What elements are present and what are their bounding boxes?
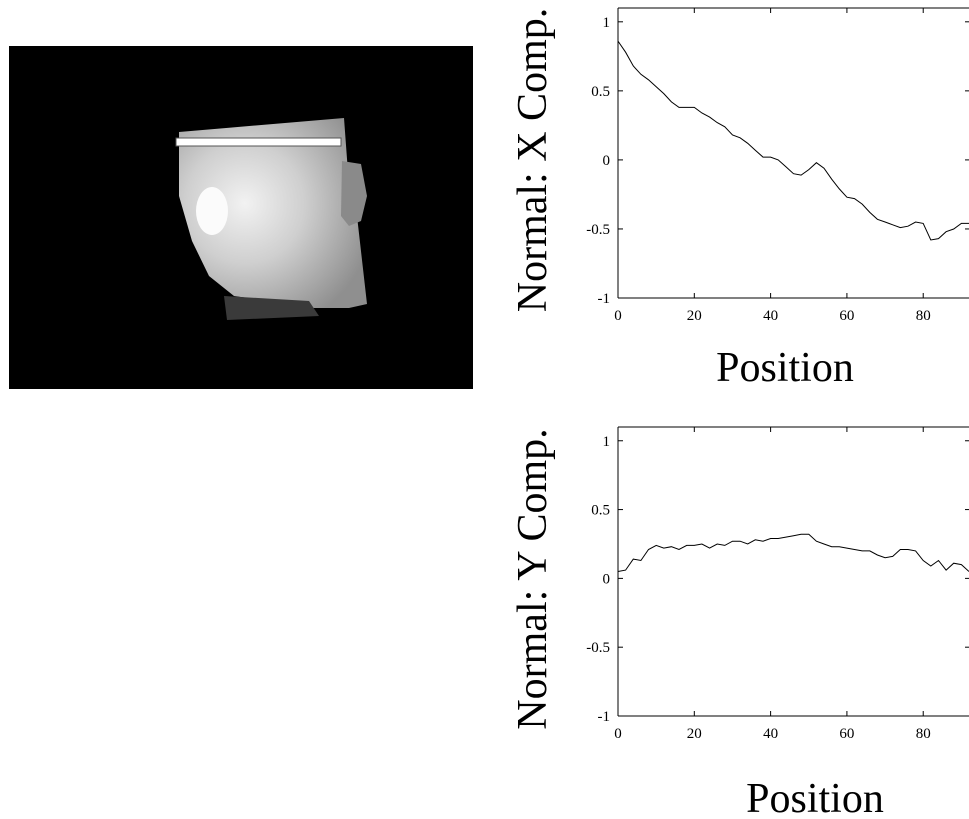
chart0-y-tick-label: 0 (603, 153, 611, 169)
y-component-ylabel: Normal: Y Comp. (510, 428, 556, 729)
cheek-highlight (196, 187, 228, 235)
chart1-x-tick-label: 40 (763, 726, 778, 742)
chart0-x-tick-label: 80 (916, 308, 931, 324)
chart0-series-line (617, 40, 969, 241)
neck-speckle (224, 296, 319, 320)
chart0-x-tick-label: 20 (687, 308, 702, 324)
chart1-x-tick-label: 20 (687, 726, 702, 742)
chart0-x-tick-label: 0 (614, 308, 622, 324)
chart1-x-tick-label: 80 (916, 726, 931, 742)
chart0-x-tick-label: 40 (763, 308, 778, 324)
x-component-ylabel: Normal: X Comp. (510, 8, 556, 312)
head-silhouette (179, 118, 367, 308)
y-component-plot-area: 10.50-0.5-10 20 40 60 80 (586, 426, 969, 742)
chart0-y-tick-label: 0.5 (591, 84, 610, 100)
chart0-x-tick-label: 60 (839, 308, 854, 324)
chart0-y-tick-label: 1 (603, 15, 611, 31)
chart0-y-tick-label: -1 (598, 291, 611, 307)
chart1-x-tick-label: 0 (614, 726, 622, 742)
face-depth-image (9, 46, 473, 389)
ear-shape (341, 161, 367, 226)
x-component-chart: 10.50-0.5-10 20 40 60 80 Normal: X Comp. Pos… (510, 7, 969, 391)
chart1-y-tick-label: 0.5 (591, 503, 610, 519)
chart1-y-tick-label: -0.5 (586, 640, 610, 656)
x-component-plot-area: 10.50-0.5-10 20 40 60 80 (586, 7, 969, 324)
chart1-y-tick-label: -1 (598, 709, 611, 725)
chart1-series-line (617, 533, 969, 572)
chart1-y-tick-label: 0 (603, 571, 611, 587)
chart1-x-tick-label: 60 (839, 726, 854, 742)
sampling-line (175, 137, 342, 147)
chart1-y-tick-label: 1 (603, 434, 611, 450)
face-depth-render (9, 46, 473, 389)
x-component-xlabel: Position (716, 345, 854, 391)
y-component-xlabel: Position (746, 776, 884, 819)
chart0-y-tick-label: -0.5 (586, 222, 610, 238)
